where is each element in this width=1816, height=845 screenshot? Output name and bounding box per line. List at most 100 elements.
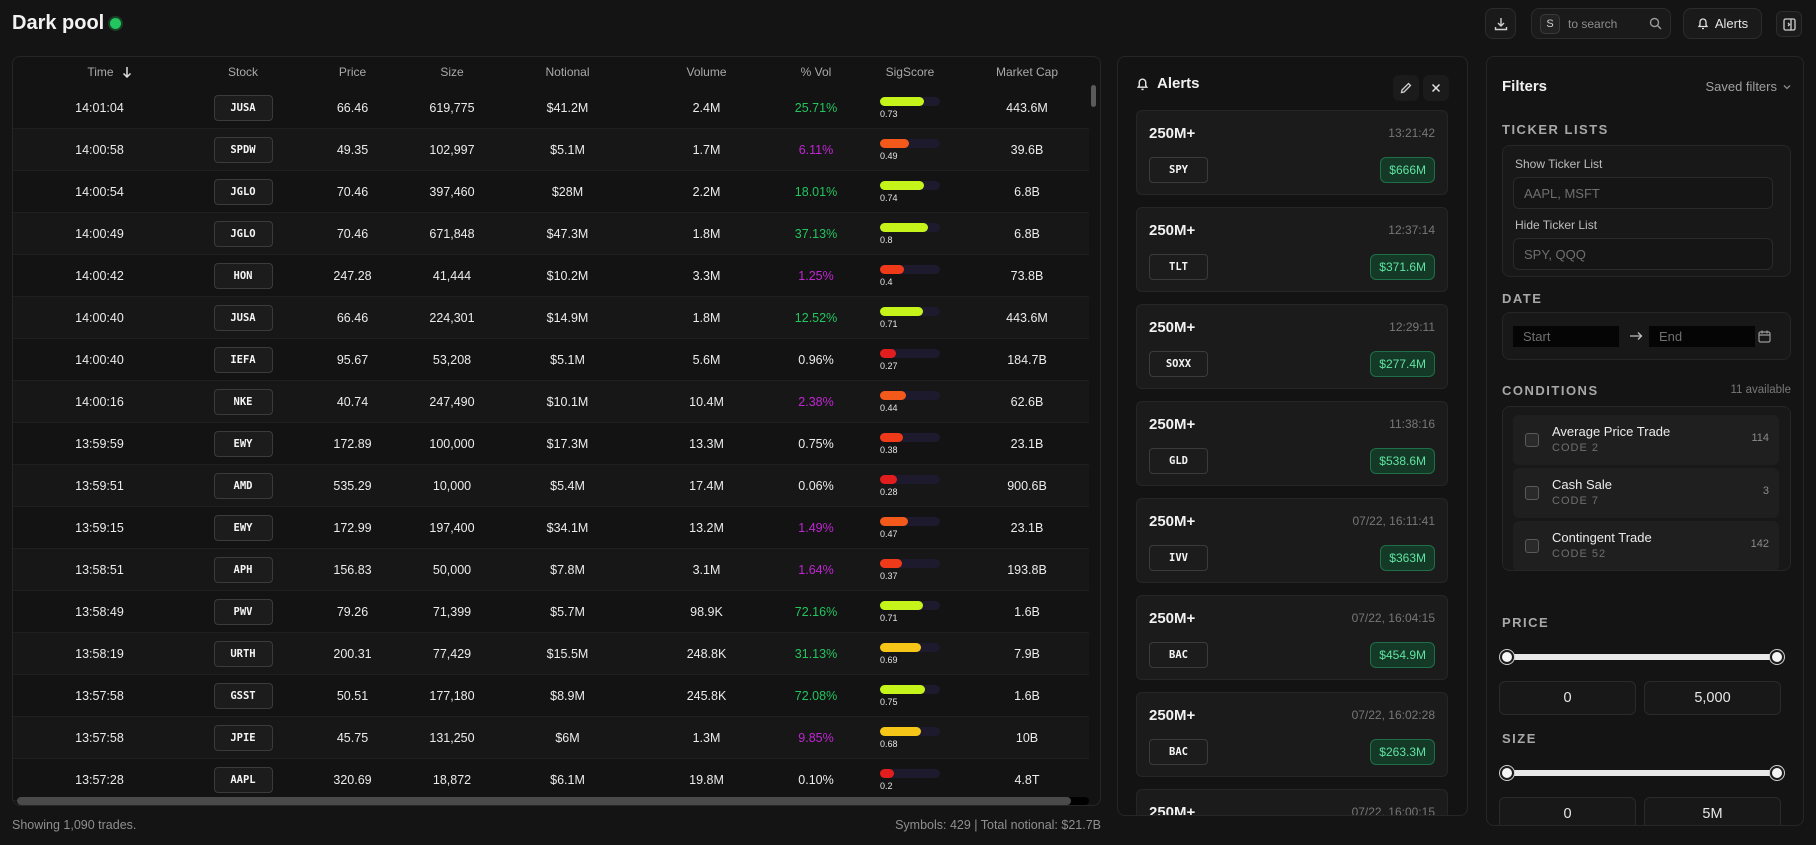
condition-item[interactable]: Contingent Trade CODE 52 142 <box>1513 521 1779 570</box>
condition-item[interactable]: Cash Sale CODE 7 3 <box>1513 468 1779 518</box>
table-row[interactable]: 13:57:28 AAPL 320.69 18,872 $6.1M 19.8M 0.10% 0… <box>13 759 1089 801</box>
price-min-input[interactable]: 0 <box>1499 681 1636 715</box>
alert-card[interactable]: 250M+ 12:29:11 SOXX $277.4M <box>1136 304 1448 389</box>
table-row[interactable]: 13:59:51 AMD 535.29 10,000 $5.4M 17.4M 0.06% 0.… <box>13 465 1089 507</box>
size-min-input[interactable]: 0 <box>1499 797 1636 825</box>
ticker-badge[interactable]: JGLO <box>213 220 273 247</box>
table-row[interactable]: 14:00:49 JGLO 70.46 671,848 $47.3M 1.8M 37.13%… <box>13 213 1089 255</box>
cell-notional: $6M <box>555 730 580 745</box>
size-slider-min-handle[interactable] <box>1500 766 1514 780</box>
table-row[interactable]: 13:58:51 APH 156.83 50,000 $7.8M 3.1M 1.64% 0.3… <box>13 549 1089 591</box>
table-row[interactable]: 14:00:42 HON 247.28 41,444 $10.2M 3.3M 1.25% 0.… <box>13 255 1089 297</box>
condition-item[interactable]: Average Price Trade CODE 2 114 <box>1513 415 1779 465</box>
table-row[interactable]: 14:00:54 JGLO 70.46 397,460 $28M 2.2M 18.01% 0.… <box>13 171 1089 213</box>
ticker-badge[interactable]: IVV <box>1149 545 1208 571</box>
table-row[interactable]: 13:57:58 JPIE 45.75 131,250 $6M 1.3M 9.85% 0.68… <box>13 717 1089 759</box>
table-row[interactable]: 13:57:58 GSST 50.51 177,180 $8.9M 245.8K 72.08… <box>13 675 1089 717</box>
ticker-badge[interactable]: BAC <box>1149 739 1208 765</box>
ticker-badge[interactable]: APH <box>213 556 273 583</box>
ticker-badge[interactable]: BAC <box>1149 642 1208 668</box>
ticker-badge[interactable]: SPY <box>1149 157 1208 183</box>
size-slider-track[interactable] <box>1507 770 1777 776</box>
sigscore-value: 0.37 <box>880 571 898 581</box>
ticker-badge[interactable]: JUSA <box>213 304 273 331</box>
column-header-time[interactable]: Time <box>13 65 186 79</box>
table-row[interactable]: 14:01:04 JUSA 66.46 619,775 $41.2M 2.4M 25.71%… <box>13 87 1089 129</box>
table-row[interactable]: 14:00:16 NKE 40.74 247,490 $10.1M 10.4M 2.38% 0… <box>13 381 1089 423</box>
size-max-input[interactable]: 5M <box>1644 797 1781 825</box>
price-slider-max-handle[interactable] <box>1770 650 1784 664</box>
start-date-input[interactable]: Start <box>1513 326 1619 347</box>
table-row[interactable]: 13:59:15 EWY 172.99 197,400 $34.1M 13.2M 1.49%… <box>13 507 1089 549</box>
alert-card[interactable]: 250M+ 12:37:14 TLT $371.6M <box>1136 207 1448 292</box>
alert-card[interactable]: 250M+ 11:38:16 GLD $538.6M <box>1136 401 1448 486</box>
search-label: to search <box>1568 16 1618 31</box>
alert-card[interactable]: 250M+ 07/22, 16:11:41 IVV $363M <box>1136 498 1448 583</box>
table-row[interactable]: 13:59:59 EWY 172.89 100,000 $17.3M 13.3M 0.75%… <box>13 423 1089 465</box>
column-header-size[interactable]: Size <box>440 65 464 79</box>
ticker-lists-heading: TICKER LISTS <box>1502 122 1609 137</box>
ticker-badge[interactable]: GLD <box>1149 448 1208 474</box>
column-header-stock[interactable]: Stock <box>227 65 258 79</box>
price-slider-min-handle[interactable] <box>1500 650 1514 664</box>
ticker-badge[interactable]: URTH <box>213 640 273 667</box>
panel-toggle-button[interactable] <box>1776 11 1802 37</box>
cell-size: 397,460 <box>429 184 475 199</box>
ticker-badge[interactable]: SOXX <box>1149 351 1208 377</box>
close-alerts-button[interactable] <box>1423 75 1449 101</box>
ticker-badge[interactable]: EWY <box>213 430 273 457</box>
size-slider-max-handle[interactable] <box>1770 766 1784 780</box>
column-header-price[interactable]: Price <box>338 65 367 79</box>
column-header-notional[interactable]: Notional <box>545 65 590 79</box>
sigscore-fill <box>880 601 923 610</box>
hide-ticker-list-input[interactable]: SPY, QQQ <box>1513 238 1773 270</box>
ticker-badge[interactable]: IEFA <box>213 346 273 373</box>
alert-card[interactable]: 250M+ 13:21:42 SPY $666M <box>1136 110 1448 195</box>
condition-checkbox[interactable] <box>1525 539 1539 553</box>
sigscore-bar: 0.75 <box>880 679 940 709</box>
condition-checkbox[interactable] <box>1525 433 1539 447</box>
edit-alerts-button[interactable] <box>1393 75 1419 101</box>
ticker-badge[interactable]: PWV <box>213 598 273 625</box>
table-row[interactable]: 13:58:49 PWV 79.26 71,399 $5.7M 98.9K 72.16% 0.… <box>13 591 1089 633</box>
alerts-toggle-button[interactable]: Alerts <box>1683 8 1762 39</box>
ticker-badge[interactable]: TLT <box>1149 254 1208 280</box>
ticker-badge[interactable]: SPDW <box>213 136 273 163</box>
ticker-badge[interactable]: AAPL <box>213 766 273 793</box>
table-row[interactable]: 13:58:19 URTH 200.31 77,429 $15.5M 248.8K 31.1… <box>13 633 1089 675</box>
cell-notional: $5.4M <box>550 478 585 493</box>
alert-card[interactable]: 250M+ 07/22, 16:02:28 BAC $263.3M <box>1136 692 1448 777</box>
horizontal-scroll-thumb[interactable] <box>17 797 1071 805</box>
saved-filters-dropdown[interactable]: Saved filters <box>1705 79 1791 94</box>
ticker-badge[interactable]: NKE <box>213 388 273 415</box>
download-icon <box>1494 17 1507 30</box>
price-slider-track[interactable] <box>1507 654 1777 660</box>
price-max-input[interactable]: 5,000 <box>1644 681 1781 715</box>
ticker-badge[interactable]: EWY <box>213 514 273 541</box>
table-row[interactable]: 14:00:40 JUSA 66.46 224,301 $14.9M 1.8M 12.52%… <box>13 297 1089 339</box>
column-header-market-cap[interactable]: Market Cap <box>995 65 1059 79</box>
vertical-scroll-thumb[interactable] <box>1091 85 1096 107</box>
column-header-pct-vol[interactable]: % Vol <box>800 65 832 79</box>
download-button[interactable] <box>1485 8 1516 39</box>
column-header-sigscore[interactable]: SigScore <box>885 65 935 79</box>
table-row[interactable]: 14:00:40 IEFA 95.67 53,208 $5.1M 5.6M 0.96% 0.2… <box>13 339 1089 381</box>
condition-checkbox[interactable] <box>1525 486 1539 500</box>
alert-card[interactable]: 250M+ 07/22, 16:00:15 <box>1136 789 1448 815</box>
show-ticker-list-input[interactable]: AAPL, MSFT <box>1513 177 1773 209</box>
ticker-badge[interactable]: HON <box>213 262 273 289</box>
search-button[interactable]: S to search <box>1531 8 1671 39</box>
ticker-badge[interactable]: GSST <box>213 682 273 709</box>
sigscore-fill <box>880 307 923 316</box>
end-date-input[interactable]: End <box>1649 326 1755 347</box>
column-header-volume[interactable]: Volume <box>686 65 727 79</box>
alert-card[interactable]: 250M+ 07/22, 16:04:15 BAC $454.9M <box>1136 595 1448 680</box>
ticker-badge[interactable]: JUSA <box>213 94 273 121</box>
horizontal-scrollbar[interactable] <box>17 797 1089 805</box>
vertical-scrollbar[interactable] <box>1090 79 1098 805</box>
calendar-icon[interactable] <box>1758 330 1771 343</box>
ticker-badge[interactable]: JPIE <box>213 724 273 751</box>
ticker-badge[interactable]: JGLO <box>213 178 273 205</box>
table-row[interactable]: 14:00:58 SPDW 49.35 102,997 $5.1M 1.7M 6.11% 0.… <box>13 129 1089 171</box>
ticker-badge[interactable]: AMD <box>213 472 273 499</box>
